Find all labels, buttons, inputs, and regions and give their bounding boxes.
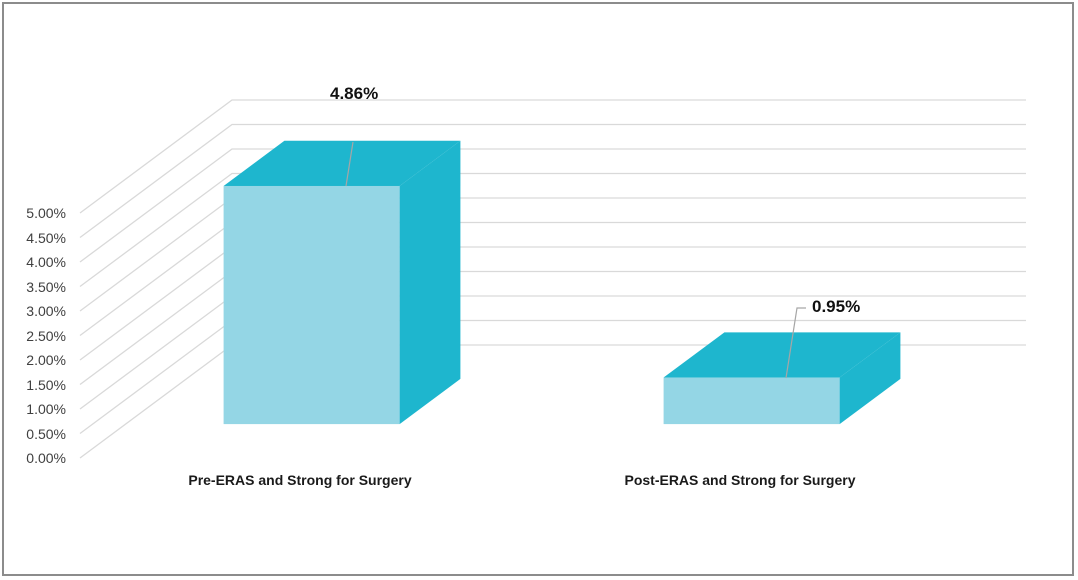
y-tick-label: 0.50% — [26, 425, 66, 442]
gridline — [79, 123, 1026, 239]
y-tick-label: 4.00% — [26, 254, 66, 270]
y-tick-label: 5.00% — [26, 205, 66, 221]
gridline — [79, 99, 1026, 214]
leader-line — [345, 141, 354, 187]
y-tick-label: 3.00% — [26, 303, 66, 319]
data-label-post-eras: 0.95% — [812, 297, 861, 316]
bar-front-face[interactable] — [223, 185, 400, 425]
y-tick-label: 1.00% — [26, 401, 66, 417]
y-tick-label: 3.50% — [26, 278, 66, 295]
y-tick-label: 2.00% — [26, 352, 66, 368]
y-tick-label: 1.50% — [26, 376, 66, 393]
y-tick-label: 0.00% — [26, 450, 66, 466]
bar-side-face — [839, 332, 901, 425]
bar-top-face — [663, 332, 901, 378]
data-label-pre-eras: 4.86% — [330, 84, 379, 103]
category-label-post-eras: Post-ERAS and Strong for Surgery — [624, 472, 856, 488]
bar-side-face — [399, 140, 461, 425]
bar-top-face — [223, 140, 461, 186]
y-tick-label: 2.50% — [26, 327, 66, 344]
leader-line — [785, 307, 806, 379]
bar-front-face[interactable] — [663, 377, 840, 425]
gridline — [79, 172, 1026, 288]
gridline — [79, 148, 1026, 263]
y-tick-label: 4.50% — [26, 229, 66, 246]
category-label-pre-eras: Pre-ERAS and Strong for Surgery — [188, 472, 412, 488]
